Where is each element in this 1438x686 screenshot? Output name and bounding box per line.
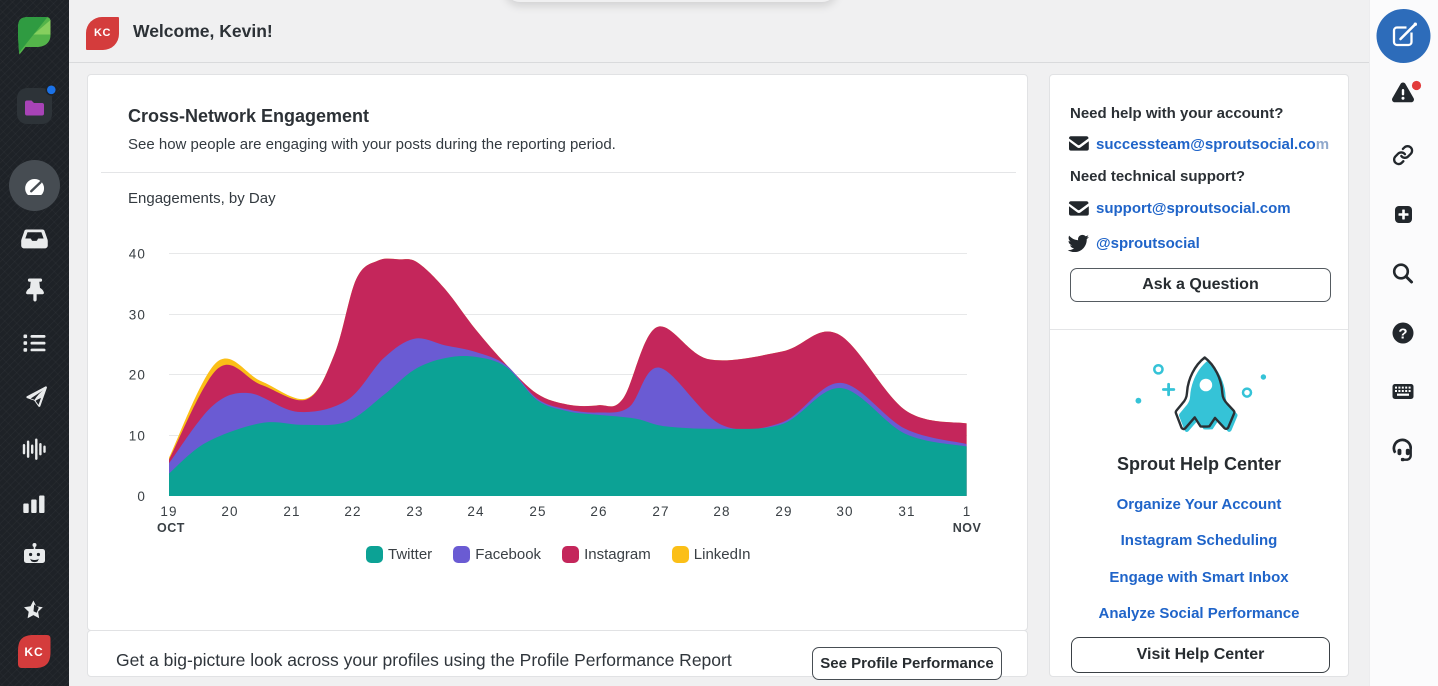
svg-text:?: ? <box>1398 326 1407 343</box>
svg-text:22: 22 <box>344 504 361 519</box>
svg-text:30: 30 <box>129 308 146 323</box>
svg-text:27: 27 <box>652 504 669 519</box>
svg-text:21: 21 <box>283 504 300 519</box>
svg-text:31: 31 <box>898 504 915 519</box>
svg-text:0: 0 <box>137 489 146 504</box>
svg-text:10: 10 <box>129 429 146 444</box>
svg-text:OCT: OCT <box>157 521 185 535</box>
svg-text:19: 19 <box>160 504 177 519</box>
svg-text:29: 29 <box>775 504 792 519</box>
svg-text:25: 25 <box>529 504 546 519</box>
svg-text:20: 20 <box>221 504 238 519</box>
svg-text:23: 23 <box>406 504 423 519</box>
svg-text:NOV: NOV <box>953 521 982 535</box>
svg-text:KC: KC <box>24 645 43 659</box>
svg-text:28: 28 <box>713 504 730 519</box>
svg-text:40: 40 <box>129 247 146 262</box>
svg-text:24: 24 <box>467 504 484 519</box>
svg-text:20: 20 <box>129 368 146 383</box>
svg-text:30: 30 <box>836 504 853 519</box>
svg-text:1: 1 <box>963 504 972 519</box>
svg-text:26: 26 <box>590 504 607 519</box>
